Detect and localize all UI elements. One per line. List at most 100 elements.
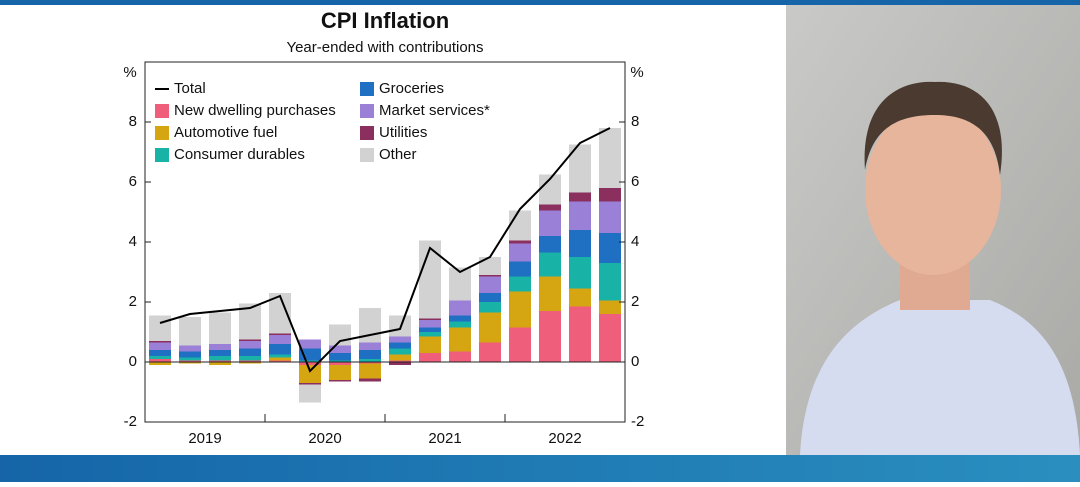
- top-band: [0, 0, 1080, 5]
- y-tick-label-left: -2: [124, 413, 137, 430]
- bar-segment: [479, 276, 501, 293]
- bar-segment: [179, 345, 201, 352]
- bar-segment: [419, 318, 441, 320]
- legend-label: Total: [174, 80, 206, 97]
- bar-segment: [269, 360, 291, 362]
- bar-segment: [419, 327, 441, 332]
- bar-segment: [569, 192, 591, 202]
- chart-title: CPI Inflation: [321, 8, 449, 33]
- bar-segment: [479, 302, 501, 313]
- bar-segment: [569, 306, 591, 362]
- bar-segment: [269, 335, 291, 344]
- bar-segment: [239, 303, 261, 340]
- bar-segment: [269, 333, 291, 335]
- bar-segment: [479, 312, 501, 343]
- bar-segment: [599, 233, 621, 263]
- bar-segment: [209, 356, 231, 361]
- bar-segment: [509, 243, 531, 262]
- bar-segment: [149, 362, 171, 365]
- legend-swatch: [155, 148, 169, 162]
- x-group-label: 2019: [188, 430, 221, 447]
- legend-swatch: [360, 82, 374, 96]
- bar-segment: [569, 230, 591, 257]
- bar-segment: [479, 293, 501, 302]
- bar-segment: [179, 351, 201, 358]
- y-tick-label-left: 4: [129, 233, 137, 250]
- legend-label: Automotive fuel: [174, 124, 277, 141]
- bar-segment: [359, 359, 381, 362]
- bar-segment: [599, 314, 621, 362]
- bar-segment: [599, 128, 621, 188]
- bar-segment: [179, 357, 201, 361]
- bottom-band: [0, 455, 1080, 482]
- bar-segment: [599, 263, 621, 301]
- bar-segment: [599, 188, 621, 202]
- bar-segment: [329, 353, 351, 361]
- bar-segment: [539, 311, 561, 362]
- bar-segment: [389, 342, 411, 349]
- bar-segment: [299, 384, 321, 403]
- bar-segment: [239, 360, 261, 362]
- bar-segment: [419, 320, 441, 328]
- bar-segment: [329, 380, 351, 382]
- bar-segment: [419, 336, 441, 353]
- bar-segment: [389, 315, 411, 337]
- bar-segment: [479, 275, 501, 277]
- bar-segment: [539, 204, 561, 211]
- bar-segment: [389, 354, 411, 361]
- y-tick-label-left: 2: [129, 293, 137, 310]
- y-tick-label-left: 6: [129, 173, 137, 190]
- y-tick-label-right: 0: [631, 353, 639, 370]
- shirt: [800, 300, 1080, 455]
- legend-swatch: [155, 104, 169, 118]
- bar-segment: [209, 360, 231, 362]
- bar-segment: [419, 240, 441, 319]
- bar-segment: [299, 362, 321, 365]
- bar-segment: [509, 276, 531, 292]
- bar-segment: [209, 362, 231, 365]
- bar-segment: [449, 315, 471, 322]
- chart-subtitle: Year-ended with contributions: [286, 39, 483, 56]
- bar-segment: [449, 327, 471, 352]
- x-group-label: 2021: [428, 430, 461, 447]
- bar-segment: [179, 317, 201, 346]
- bar-segment: [449, 321, 471, 328]
- bar-segment: [359, 350, 381, 359]
- bar-segment: [269, 293, 291, 334]
- bar-segment: [239, 339, 261, 341]
- bar-segment: [509, 210, 531, 241]
- bar-segment: [509, 327, 531, 362]
- legend-label: Consumer durables: [174, 146, 305, 163]
- bar-segment: [329, 360, 351, 362]
- bar-segment: [359, 378, 381, 382]
- legend-swatch: [360, 126, 374, 140]
- presenter-video: [786, 5, 1080, 455]
- x-group-label: 2022: [548, 430, 581, 447]
- legend-label: New dwelling purchases: [174, 102, 336, 119]
- bar-segment: [569, 201, 591, 230]
- legend-swatch: [155, 126, 169, 140]
- y-unit-left: %: [123, 64, 136, 81]
- bar-segment: [389, 362, 411, 365]
- bar-segment: [359, 362, 381, 364]
- bar-segment: [299, 339, 321, 349]
- bar-segment: [539, 210, 561, 236]
- legend-label: Market services*: [379, 102, 490, 119]
- bar-segment: [479, 342, 501, 362]
- bar-segment: [149, 341, 171, 343]
- bar-segment: [419, 353, 441, 362]
- bar-segment: [179, 360, 201, 362]
- bar-segment: [509, 261, 531, 277]
- legend-swatch: [360, 148, 374, 162]
- bar-segment: [359, 342, 381, 350]
- bar-segment: [449, 300, 471, 316]
- plot: -2 -2 0 0 2 2 4 4 6 6 8 8 2019 2020 2021 2022 Total New d…: [124, 61, 644, 447]
- legend-swatch: [360, 104, 374, 118]
- bar-segment: [569, 144, 591, 193]
- bar-segment: [329, 345, 351, 353]
- bar-segment: [299, 383, 321, 385]
- bar-segment: [149, 359, 171, 362]
- y-tick-label-right: 2: [631, 293, 639, 310]
- bar-segment: [359, 363, 381, 379]
- bar-segment: [239, 348, 261, 356]
